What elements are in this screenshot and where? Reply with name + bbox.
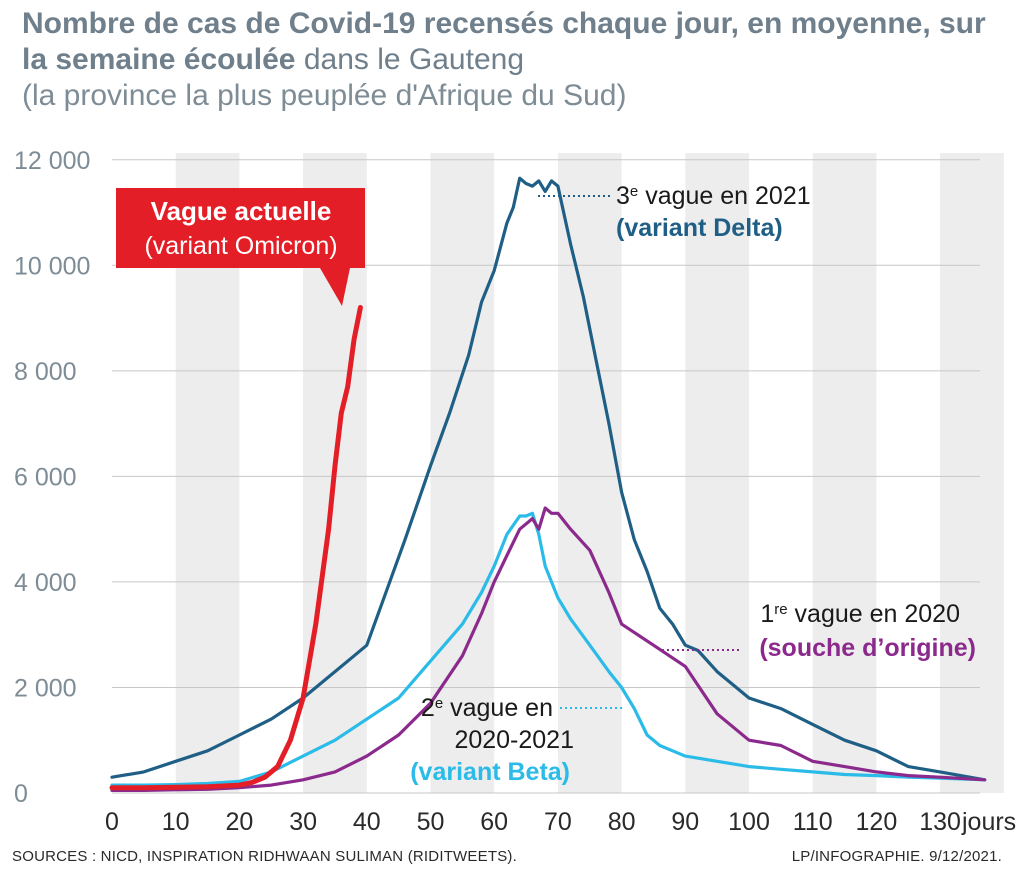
beta-label-line1: 2e vague en (421, 694, 553, 722)
y-tick-label: 12 000 (14, 147, 90, 175)
chart-subtitle: (la province la plus peuplée d'Afrique d… (22, 79, 627, 112)
x-tick-label: 20 (225, 808, 253, 836)
x-tick-label: 130 (919, 808, 961, 836)
x-tick-label: 10 (162, 808, 190, 836)
x-tick-label: 90 (671, 808, 699, 836)
omicron-callout-box (116, 188, 365, 268)
sources-note: SOURCES : NICD, INSPIRATION RIDHWAAN SUL… (12, 848, 517, 865)
annotations: Vague actuelle (variant Omicron) 3e vague … (116, 182, 976, 786)
y-tick-label: 2 000 (14, 674, 77, 702)
x-tick-label: 40 (353, 808, 381, 836)
beta-label-line3: (variant Beta) (410, 758, 570, 786)
title-rest: dans le Gauteng (303, 43, 525, 76)
delta-label-line1: 3e vague en 2021 (616, 182, 811, 210)
series-line-omicron (109, 305, 363, 791)
series-line-beta (110, 511, 987, 787)
series-line-delta (110, 176, 987, 782)
x-tick-label: 60 (480, 808, 508, 836)
background-band (557, 153, 622, 793)
y-tick-label: 10 000 (14, 252, 90, 280)
x-axis-unit: jours (961, 808, 1016, 836)
y-tick-label: 0 (14, 780, 28, 808)
origin-label-line1: 1re vague en 2020 (760, 600, 960, 628)
delta-label-line2: (variant Delta) (616, 214, 783, 242)
omicron-callout-pointer (320, 268, 350, 306)
background-bands (175, 153, 1004, 793)
series-lines (109, 176, 987, 793)
background-band (812, 153, 877, 793)
omicron-label-sub: (variant Omicron) (144, 232, 337, 260)
beta-label-line2: 2020-2021 (454, 726, 574, 754)
x-tick-label: 110 (793, 808, 833, 836)
x-tick-label: 0 (105, 808, 119, 836)
x-tick-label: 100 (728, 808, 770, 836)
y-tick-label: 6 000 (14, 463, 77, 491)
background-band (940, 153, 1004, 793)
x-tick-label: 120 (856, 808, 898, 836)
omicron-label-title: Vague actuelle (151, 196, 332, 226)
y-axis-labels: 0 2 000 4 000 6 000 8 000 10 000 12 000 (14, 147, 90, 808)
x-axis-labels: 0 10 20 30 40 50 60 70 80 90 100 110 120 130 jours (105, 808, 1016, 836)
credit-note: LP/INFOGRAPHIE. 9/12/2021. (791, 848, 1002, 865)
origin-label-line2: (souche d’origine) (759, 634, 976, 662)
background-band (685, 153, 749, 793)
y-tick-label: 4 000 (14, 569, 77, 597)
x-tick-label: 80 (608, 808, 636, 836)
title-bold: Nombre de cas de Covid-19 recensés chaqu… (22, 7, 986, 76)
y-tick-label: 8 000 (14, 358, 77, 386)
x-tick-label: 30 (289, 808, 317, 836)
series-line-origin (110, 506, 987, 793)
x-tick-label: 70 (544, 808, 572, 836)
gridlines (112, 159, 980, 794)
x-tick-label: 50 (417, 808, 445, 836)
chart-title: Nombre de cas de Covid-19 recensés chaqu… (22, 6, 1012, 114)
